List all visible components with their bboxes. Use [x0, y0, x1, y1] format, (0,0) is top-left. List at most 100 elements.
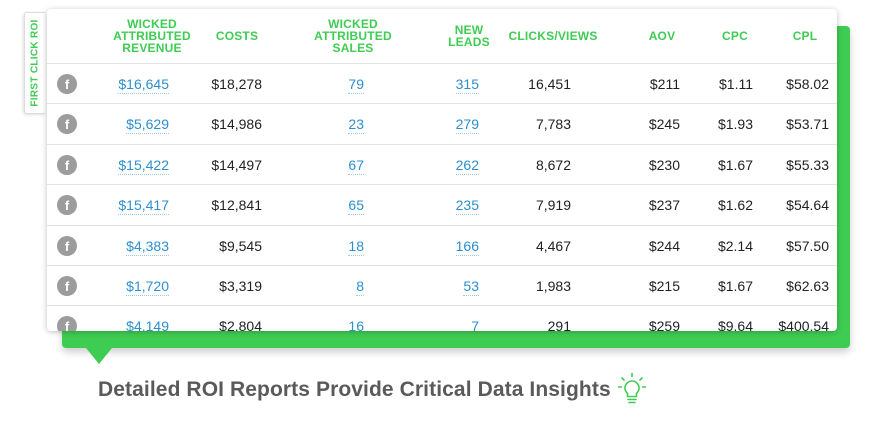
clicks-cell: 7,783 [535, 116, 571, 133]
costs-cell: $18,278 [211, 76, 262, 92]
cpl-cell: $62.63 [786, 278, 829, 294]
header-revenue[interactable]: WICKED ATTRIBUTED REVENUE [113, 17, 191, 55]
facebook-icon: f [57, 235, 77, 256]
caption: Detailed ROI Reports Provide Critical Da… [98, 378, 611, 401]
sales-cell[interactable]: 23 [348, 104, 364, 144]
leads-cell[interactable]: 279 [455, 104, 479, 144]
facebook-icon: f [57, 276, 77, 296]
clicks-cell: 8,672 [535, 156, 571, 173]
revenue-cell[interactable]: $5,629 [126, 104, 169, 144]
aov-cell: $259 [648, 318, 680, 331]
leads-cell-link[interactable]: 53 [463, 278, 479, 296]
cpl-cell: $57.50 [786, 237, 829, 254]
cpl-cell: $58.02 [786, 76, 829, 92]
facebook-icon: f [57, 154, 77, 175]
sales-cell[interactable]: 8 [356, 266, 364, 306]
leads-cell[interactable]: 7 [471, 306, 479, 331]
header-cpl[interactable]: CPL [792, 29, 818, 43]
leads-cell[interactable]: 315 [455, 64, 479, 104]
sales-cell-link[interactable]: 23 [348, 116, 364, 135]
leads-cell[interactable]: 166 [455, 226, 479, 266]
sales-cell[interactable]: 65 [348, 185, 364, 225]
sales-cell-link[interactable]: 16 [348, 318, 364, 331]
leads-cell-link[interactable]: 279 [455, 116, 479, 135]
aov-cell: $211 [649, 76, 680, 92]
costs-cell: $9,545 [219, 237, 262, 254]
facebook-icon: f [57, 74, 77, 94]
clicks-cell: 291 [547, 318, 571, 331]
clicks-cell: 4,467 [535, 237, 571, 254]
cpl-cell: $53.71 [786, 116, 829, 133]
costs-cell: $12,841 [211, 197, 262, 214]
sales-cell-link[interactable]: 8 [356, 278, 364, 296]
roi-table: WICKED ATTRIBUTED REVENUE COSTS WICKED A… [47, 9, 837, 331]
aov-cell: $230 [648, 156, 680, 173]
revenue-cell[interactable]: $16,645 [118, 64, 169, 104]
aov-cell: $244 [648, 237, 680, 254]
table-row: f $15,422 $14,497 67 262 8,672 $230 $1.67 $55.33 [47, 143, 837, 185]
facebook-icon: f [57, 316, 77, 331]
sales-cell-link[interactable]: 65 [348, 197, 364, 216]
revenue-cell-link[interactable]: $15,417 [118, 197, 169, 216]
sales-cell[interactable]: 16 [348, 306, 364, 331]
facebook-icon: f [57, 114, 77, 135]
cpc-cell: $2.14 [717, 237, 753, 254]
clicks-cell: 1,983 [535, 278, 571, 294]
revenue-cell[interactable]: $1,720 [126, 266, 169, 306]
leads-cell[interactable]: 53 [463, 266, 479, 306]
cpc-cell: $1.62 [717, 197, 753, 214]
aov-cell: $215 [648, 278, 680, 294]
revenue-cell-link[interactable]: $4,383 [126, 237, 169, 256]
table-row: f $16,645 $18,278 79 315 16,451 $211 $1.11 $58.0… [47, 63, 837, 104]
header-costs[interactable]: COSTS [215, 29, 259, 43]
green-pointer [86, 348, 112, 364]
costs-cell: $14,986 [211, 116, 262, 133]
sales-cell[interactable]: 79 [348, 64, 364, 104]
cpl-cell: $400.54 [778, 318, 829, 331]
revenue-cell-link[interactable]: $4,149 [126, 318, 169, 331]
aov-cell: $245 [648, 116, 680, 133]
table-row: f $4,149 $2,804 16 7 291 $259 $9.64 $400.54 [47, 305, 837, 331]
clicks-cell: 16,451 [528, 76, 571, 92]
facebook-icon: f [57, 195, 77, 216]
revenue-cell-link[interactable]: $1,720 [126, 278, 169, 296]
aov-cell: $237 [648, 197, 680, 214]
table-row: f $5,629 $14,986 23 279 7,783 $245 $1.93 $53.71 [47, 103, 837, 144]
cpl-cell: $55.33 [786, 156, 829, 173]
revenue-cell-link[interactable]: $15,422 [118, 156, 169, 175]
sales-cell[interactable]: 18 [348, 226, 364, 266]
revenue-cell[interactable]: $15,417 [118, 185, 169, 225]
leads-cell[interactable]: 262 [455, 145, 479, 185]
revenue-cell[interactable]: $4,149 [126, 306, 169, 331]
table-row: f $1,720 $3,319 8 53 1,983 $215 $1.67 $62.63 [47, 265, 837, 306]
side-tab-label: FIRST CLICK ROI [29, 19, 41, 107]
revenue-cell-link[interactable]: $5,629 [126, 116, 169, 135]
costs-cell: $14,497 [211, 156, 262, 173]
leads-cell-link[interactable]: 166 [455, 237, 479, 256]
header-clicks[interactable]: CLICKS/VIEWS [508, 29, 598, 43]
clicks-cell: 7,919 [535, 197, 571, 214]
first-click-roi-tab[interactable]: FIRST CLICK ROI [24, 12, 45, 114]
sales-cell-link[interactable]: 79 [348, 76, 364, 94]
header-leads[interactable]: NEW LEADS [448, 23, 490, 49]
table-row: f $4,383 $9,545 18 166 4,467 $244 $2.14 $57.50 [47, 224, 837, 266]
cpc-cell: $1.11 [719, 76, 753, 92]
revenue-cell[interactable]: $15,422 [118, 145, 169, 185]
cpl-cell: $54.64 [786, 197, 829, 214]
leads-cell[interactable]: 235 [455, 185, 479, 225]
leads-cell-link[interactable]: 315 [455, 76, 479, 94]
sales-cell-link[interactable]: 67 [348, 156, 364, 175]
header-aov[interactable]: AOV [648, 29, 676, 43]
cpc-cell: $9.64 [717, 318, 753, 331]
revenue-cell-link[interactable]: $16,645 [118, 76, 169, 94]
leads-cell-link[interactable]: 235 [455, 197, 479, 216]
leads-cell-link[interactable]: 7 [471, 318, 479, 331]
sales-cell-link[interactable]: 18 [348, 237, 364, 256]
lightbulb-icon [617, 372, 647, 404]
cpc-cell: $1.67 [717, 278, 753, 294]
sales-cell[interactable]: 67 [348, 145, 364, 185]
leads-cell-link[interactable]: 262 [455, 156, 479, 175]
revenue-cell[interactable]: $4,383 [126, 226, 169, 266]
header-sales[interactable]: WICKED ATTRIBUTED SALES [314, 17, 392, 55]
header-cpc[interactable]: CPC [722, 29, 748, 43]
